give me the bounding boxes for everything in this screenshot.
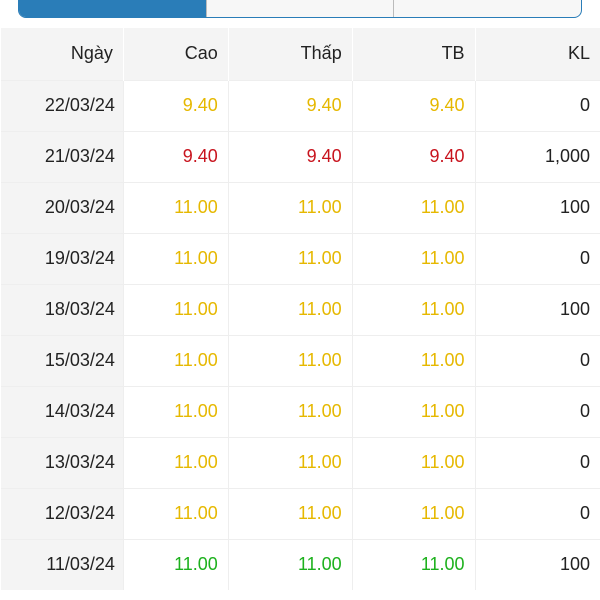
table-row[interactable]: 19/03/24 11.00 11.00 11.00 0	[0, 232, 600, 284]
avg-cell: 11.00	[351, 487, 476, 539]
high-cell: 11.00	[122, 232, 229, 284]
date-cell: 20/03/24	[0, 181, 124, 233]
table-row[interactable]: 15/03/24 11.00 11.00 11.00 0	[0, 334, 600, 386]
table-row[interactable]: 18/03/24 11.00 11.00 11.00 100	[0, 283, 600, 335]
table-row[interactable]: 20/03/24 11.00 11.00 11.00 100	[0, 181, 600, 233]
low-cell: 11.00	[227, 385, 353, 437]
volume-cell: 0	[474, 334, 600, 386]
avg-cell: 11.00	[351, 232, 476, 284]
avg-cell: 11.00	[351, 334, 476, 386]
low-cell: 11.00	[227, 283, 353, 335]
volume-cell: 0	[474, 436, 600, 488]
low-cell: 11.00	[227, 334, 353, 386]
avg-cell: 11.00	[351, 385, 476, 437]
tab-1[interactable]: Nước ngoài	[205, 0, 394, 17]
volume-cell: 100	[474, 283, 600, 335]
high-cell: 11.00	[122, 538, 229, 590]
tab-2[interactable]: Cung cầu	[393, 0, 581, 17]
high-cell: 11.00	[122, 436, 229, 488]
table-row[interactable]: 21/03/24 9.40 9.40 9.40 1,000	[0, 130, 600, 182]
high-cell: 11.00	[122, 283, 229, 335]
table-row[interactable]: 14/03/24 11.00 11.00 11.00 0	[0, 385, 600, 437]
volume-cell: 1,000	[474, 130, 600, 182]
volume-cell: 100	[474, 181, 600, 233]
date-cell: 21/03/24	[0, 130, 124, 182]
date-cell: 15/03/24	[0, 334, 124, 386]
table-row[interactable]: 22/03/24 9.40 9.40 9.40 0	[0, 79, 600, 131]
low-cell: 11.00	[227, 181, 353, 233]
high-cell: 11.00	[122, 487, 229, 539]
date-cell: 14/03/24	[0, 385, 124, 437]
date-cell: 18/03/24	[0, 283, 124, 335]
volume-cell: 0	[474, 487, 600, 539]
table-header: Ngày Cao Thấp TB KL	[0, 28, 600, 80]
header-high[interactable]: Cao	[122, 28, 229, 80]
avg-cell: 9.40	[351, 130, 476, 182]
table-row[interactable]: 13/03/24 11.00 11.00 11.00 0	[0, 436, 600, 488]
high-cell: 9.40	[122, 130, 229, 182]
high-cell: 9.40	[122, 79, 229, 131]
price-history-table: Ngày Cao Thấp TB KL 22/03/24 9.40 9.40 9.40…	[0, 28, 600, 590]
low-cell: 11.00	[227, 487, 353, 539]
high-cell: 11.00	[122, 181, 229, 233]
header-low[interactable]: Thấp	[227, 28, 353, 80]
date-cell: 12/03/24	[0, 487, 124, 539]
low-cell: 9.40	[227, 130, 353, 182]
low-cell: 11.00	[227, 538, 353, 590]
avg-cell: 9.40	[351, 79, 476, 131]
avg-cell: 11.00	[351, 283, 476, 335]
volume-cell: 0	[474, 79, 600, 131]
low-cell: 11.00	[227, 232, 353, 284]
tab-0[interactable]: Giá	[19, 0, 206, 17]
tab-bar: GiáNước ngoàiCung cầu	[18, 0, 582, 18]
high-cell: 11.00	[122, 334, 229, 386]
header-date[interactable]: Ngày	[0, 28, 124, 80]
avg-cell: 11.00	[351, 181, 476, 233]
date-cell: 13/03/24	[0, 436, 124, 488]
volume-cell: 0	[474, 385, 600, 437]
date-cell: 22/03/24	[0, 79, 124, 131]
avg-cell: 11.00	[351, 538, 476, 590]
avg-cell: 11.00	[351, 436, 476, 488]
table-row[interactable]: 12/03/24 11.00 11.00 11.00 0	[0, 487, 600, 539]
low-cell: 11.00	[227, 436, 353, 488]
table-row[interactable]: 11/03/24 11.00 11.00 11.00 100	[0, 538, 600, 590]
header-volume[interactable]: KL	[474, 28, 600, 80]
header-avg[interactable]: TB	[351, 28, 476, 80]
volume-cell: 100	[474, 538, 600, 590]
date-cell: 19/03/24	[0, 232, 124, 284]
low-cell: 9.40	[227, 79, 353, 131]
volume-cell: 0	[474, 232, 600, 284]
date-cell: 11/03/24	[0, 538, 124, 590]
high-cell: 11.00	[122, 385, 229, 437]
